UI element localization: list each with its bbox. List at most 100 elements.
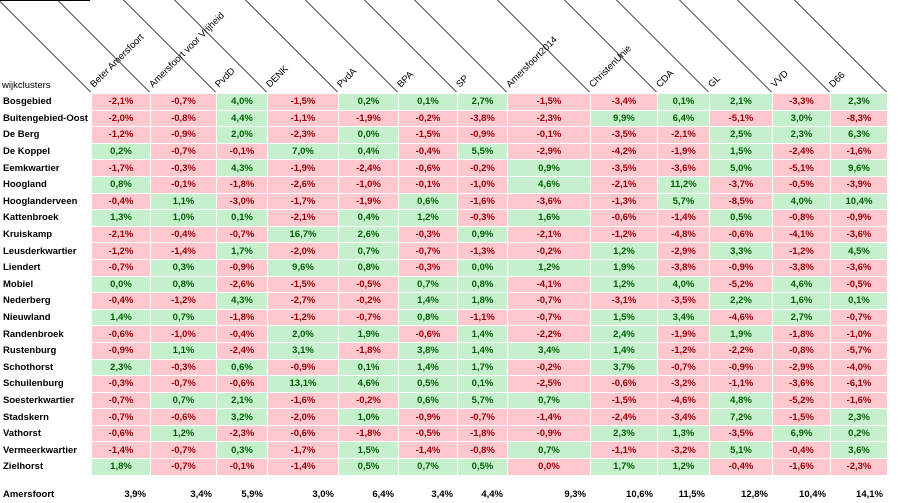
value-cell: 1,0%	[149, 209, 217, 227]
row-name: Randenbroek	[0, 325, 92, 343]
column-header-label: PvdA	[335, 66, 360, 90]
value-cell: -0,5%	[771, 175, 831, 194]
value-cell: 1,2%	[656, 458, 710, 476]
value-cell: -0,1%	[506, 126, 591, 144]
value-cell: -1,9%	[337, 192, 399, 211]
column-header: GL	[616, 0, 771, 92]
value-cell: 2,3%	[829, 93, 888, 111]
spacer-row	[0, 475, 888, 487]
value-cell: 3,4%	[506, 341, 591, 360]
value-cell: -1,9%	[266, 159, 339, 177]
value-cell: -1,4%	[397, 441, 458, 460]
value-cell: -2,2%	[708, 341, 773, 360]
value-cell: -3,2%	[656, 441, 710, 460]
column-header-label: BPA	[395, 69, 416, 90]
value-cell: -5,1%	[708, 109, 773, 128]
value-cell: 5,7%	[656, 192, 710, 211]
value-cell: -0,4%	[90, 292, 151, 310]
value-cell: 2,0%	[215, 126, 268, 144]
value-cell: -3,6%	[656, 159, 710, 177]
spacer-cell	[0, 475, 92, 487]
value-cell: -0,7%	[215, 225, 268, 244]
value-cell: 2,1%	[215, 391, 268, 410]
value-cell: 1,5%	[589, 308, 658, 327]
table-row: Eemkwartier -1,7% -0,3% 4,3% -1,9% -2,4% -0,6%…	[0, 159, 888, 177]
value-cell: -0,7%	[337, 308, 399, 327]
total-value-cell: 12,8%	[708, 485, 773, 503]
row-name: Stadskern	[0, 408, 92, 426]
value-cell: 0,8%	[149, 275, 217, 294]
column-header: D66	[737, 0, 886, 92]
value-cell: -0,2%	[397, 109, 458, 128]
value-cell: 4,3%	[215, 159, 268, 177]
row-name: Eemkwartier	[0, 159, 92, 177]
value-cell: 3,4%	[656, 308, 710, 327]
value-cell: -5,1%	[771, 159, 831, 177]
value-cell: 2,2%	[708, 292, 773, 310]
table-row: Kattenbroek 1,3% 1,0% 0,1% -2,1% 0,4% 1,2% -0,3…	[0, 209, 888, 227]
value-cell: -1,2%	[589, 225, 658, 244]
row-header-label: wijkclusters	[2, 80, 51, 91]
value-cell: -0,2%	[506, 358, 591, 377]
value-cell: -2,0%	[266, 242, 339, 260]
column-header-label: GL	[706, 73, 723, 90]
value-cell: -0,6%	[589, 209, 658, 227]
value-cell: -0,7%	[656, 358, 710, 377]
value-cell: 11,2%	[656, 175, 710, 194]
value-cell: -8,5%	[708, 192, 773, 211]
value-cell: 4,5%	[829, 242, 888, 260]
value-cell: -3,5%	[656, 292, 710, 310]
value-cell: 10,4%	[829, 192, 888, 211]
value-cell: -1,2%	[771, 242, 831, 260]
value-cell: 2,3%	[589, 424, 658, 443]
value-cell: -3,3%	[771, 93, 831, 111]
value-cell: 0,1%	[215, 209, 268, 227]
value-cell: -1,1%	[589, 441, 658, 460]
value-cell: -0,6%	[397, 325, 458, 343]
value-cell: 0,1%	[456, 375, 508, 393]
value-cell: -2,3%	[215, 424, 268, 443]
value-cell: -0,8%	[771, 341, 831, 360]
value-cell: -1,2%	[90, 126, 151, 144]
total-value-cell: 3,4%	[397, 485, 458, 503]
value-cell: 1,0%	[337, 408, 399, 426]
table-row: Randenbroek -0,6% -1,0% -0,4% 2,0% 1,9% -0,6% 1…	[0, 325, 888, 343]
value-cell: 0,6%	[397, 192, 458, 211]
column-header: ChristenUnie	[497, 0, 656, 92]
value-cell: -2,4%	[589, 408, 658, 426]
column-header-label: VVD	[769, 68, 791, 90]
row-name: Nieuwland	[0, 308, 92, 327]
value-cell: 0,7%	[149, 308, 217, 327]
value-cell: -4,6%	[708, 308, 773, 327]
value-cell: 4,6%	[506, 175, 591, 194]
value-cell: 0,6%	[215, 358, 268, 377]
value-cell: -1,6%	[829, 142, 888, 161]
column-header: VVD	[679, 0, 829, 92]
value-cell: 1,4%	[90, 308, 151, 327]
row-name: Kruiskamp	[0, 225, 92, 244]
table-row: Hooglanderveen -0,4% 1,1% -3,0% -1,7% -1,9% 0,…	[0, 192, 888, 211]
row-name: Zielhorst	[0, 458, 92, 476]
value-cell: 6,4%	[656, 109, 710, 128]
value-cell: -0,7%	[829, 308, 888, 327]
value-cell: 1,3%	[90, 209, 151, 227]
value-cell: -0,7%	[506, 308, 591, 327]
table-row: Liendert -0,7% 0,3% -0,9% 9,6% 0,8% -0,3% 0,0% 1…	[0, 258, 888, 277]
column-header: DENK	[174, 0, 337, 92]
spacer-cell	[830, 475, 888, 487]
value-cell: -0,6%	[266, 424, 339, 443]
value-cell: 1,4%	[397, 292, 458, 310]
value-cell: -3,5%	[589, 126, 658, 144]
value-cell: -0,3%	[456, 209, 508, 227]
value-cell: -0,9%	[456, 126, 508, 144]
value-cell: -2,1%	[90, 225, 151, 244]
value-cell: 6,3%	[829, 126, 888, 144]
total-value-cell: 3,9%	[90, 485, 151, 503]
value-cell: 4,0%	[215, 93, 268, 111]
value-cell: -0,2%	[337, 292, 399, 310]
value-cell: -1,4%	[90, 441, 151, 460]
value-cell: 4,8%	[708, 391, 773, 410]
column-header: BPA	[305, 0, 456, 92]
value-cell: -2,0%	[90, 109, 151, 128]
value-cell: 9,6%	[829, 159, 888, 177]
